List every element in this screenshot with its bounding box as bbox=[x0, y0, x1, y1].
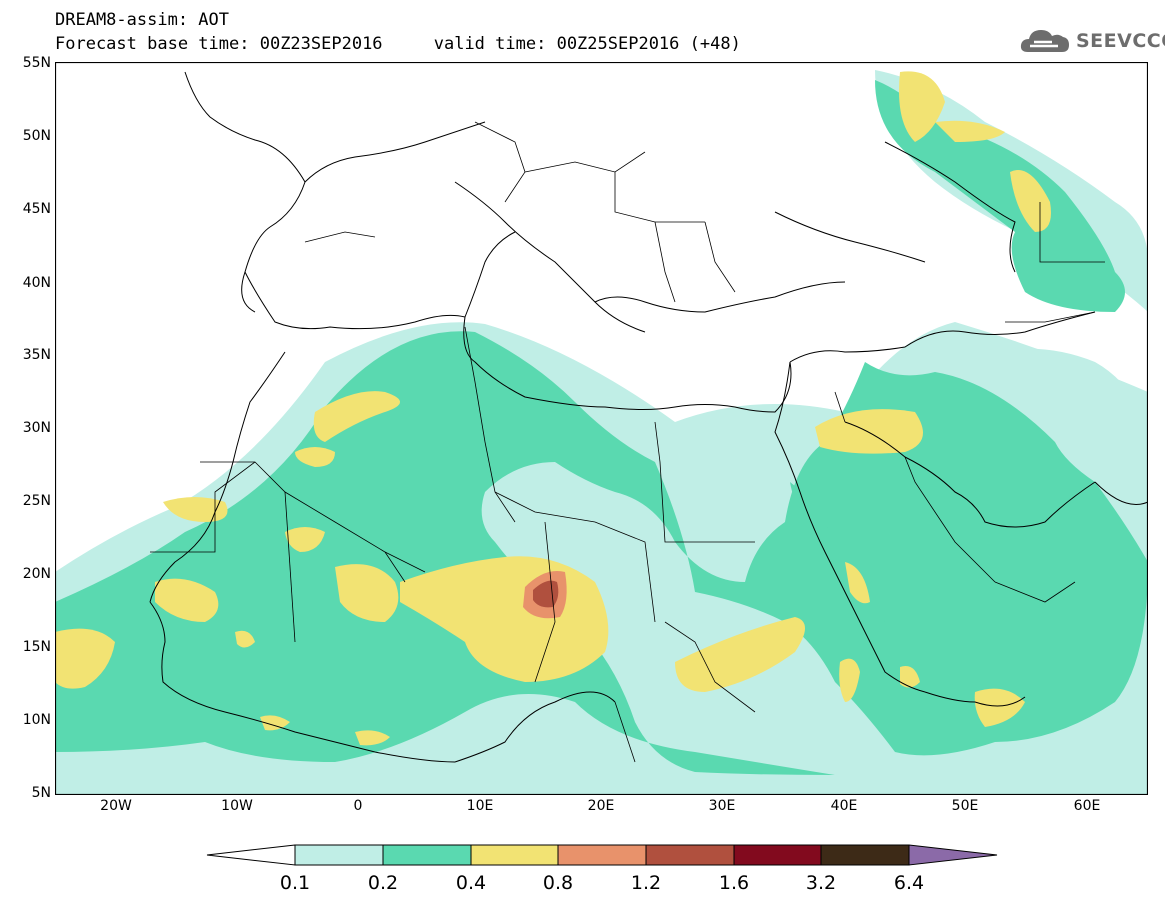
lat-label: 5N bbox=[31, 785, 51, 801]
lat-label: 45N bbox=[22, 201, 51, 217]
colorbar-segment bbox=[382, 844, 472, 866]
lon-label: 0 bbox=[353, 798, 363, 814]
lon-label: 40E bbox=[830, 798, 858, 814]
colorbar-label: 0.8 bbox=[542, 872, 574, 894]
seevccc-logo: SEEVCCC bbox=[1018, 24, 1165, 58]
colorbar-label: 1.6 bbox=[718, 872, 750, 894]
colorbar-label: 3.2 bbox=[805, 872, 837, 894]
lat-label: 15N bbox=[22, 639, 51, 655]
time-info: Forecast base time: 00Z23SEP2016 valid t… bbox=[55, 34, 741, 54]
lon-label: 10E bbox=[466, 798, 494, 814]
colorbar-label: 0.4 bbox=[455, 872, 487, 894]
coastlines-borders bbox=[149, 71, 1148, 763]
aot-contours bbox=[55, 70, 1148, 795]
colorbar-label: 1.2 bbox=[630, 872, 662, 894]
colorbar-label: 6.4 bbox=[893, 872, 925, 894]
colorbar-segment bbox=[294, 844, 384, 866]
map-border bbox=[55, 62, 1148, 795]
lon-label: 50E bbox=[951, 798, 979, 814]
lon-label: 60E bbox=[1073, 798, 1101, 814]
lon-label: 30E bbox=[708, 798, 736, 814]
colorbar-label: 0.2 bbox=[367, 872, 399, 894]
valid-time-label: valid time: bbox=[433, 34, 547, 54]
logo-text: SEEVCCC bbox=[1076, 30, 1165, 52]
colorbar-over-arrow bbox=[908, 844, 998, 866]
lat-label: 55N bbox=[22, 55, 51, 71]
lat-label: 50N bbox=[22, 128, 51, 144]
lat-label: 40N bbox=[22, 275, 51, 291]
colorbar-segment bbox=[645, 844, 735, 866]
lat-label: 35N bbox=[22, 347, 51, 363]
colorbar-segment bbox=[470, 844, 559, 866]
map-title: DREAM8-assim: AOT bbox=[55, 10, 229, 30]
colorbar-segment bbox=[733, 844, 822, 866]
lat-label: 20N bbox=[22, 566, 51, 582]
lon-label: 10W bbox=[221, 798, 253, 814]
colorbar-segment bbox=[557, 844, 647, 866]
lon-label: 20W bbox=[100, 798, 132, 814]
colorbar-label: 0.1 bbox=[279, 872, 311, 894]
base-time-value: 00Z23SEP2016 bbox=[259, 34, 383, 54]
lat-label: 10N bbox=[22, 712, 51, 728]
lat-label: 25N bbox=[22, 493, 51, 509]
cloud-icon bbox=[1020, 30, 1069, 52]
valid-time-value: 00Z25SEP2016 (+48) bbox=[556, 34, 741, 54]
colorbar-segment bbox=[820, 844, 910, 866]
aot-map bbox=[55, 62, 1148, 795]
lon-label: 20E bbox=[587, 798, 615, 814]
political-borders bbox=[150, 121, 1105, 763]
colorbar-under-arrow bbox=[206, 844, 296, 866]
colorbar bbox=[206, 844, 998, 866]
base-time-label: Forecast base time: bbox=[55, 34, 250, 54]
lat-label: 30N bbox=[22, 420, 51, 436]
